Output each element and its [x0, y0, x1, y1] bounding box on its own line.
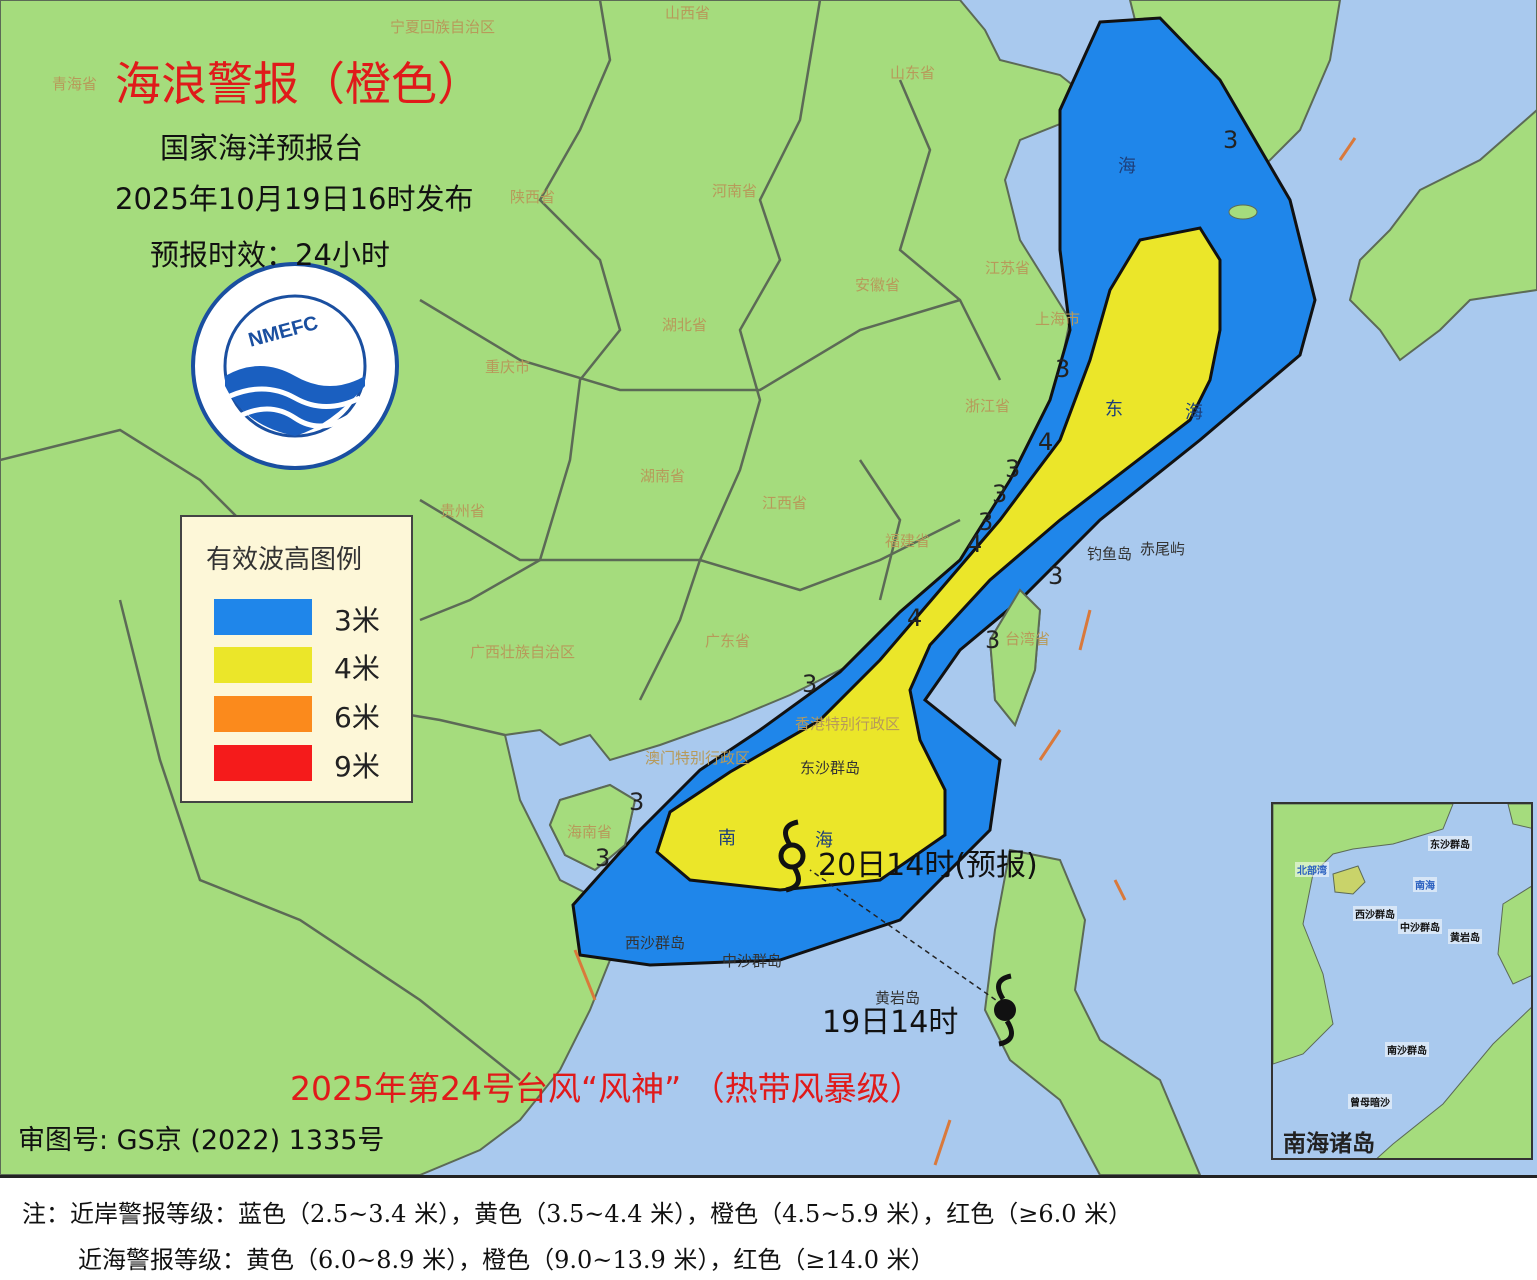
island-label: 东沙群岛 [800, 759, 861, 777]
wave-height-label: 3 [1005, 455, 1021, 483]
province-label: 湖北省 [662, 316, 708, 334]
province-label: 重庆市 [485, 358, 531, 376]
legend-item: 3米 [214, 599, 404, 639]
legend-label: 9米 [334, 750, 380, 783]
zone-4m-yellow [655, 226, 1222, 892]
wave-height-label: 4 [907, 604, 923, 632]
legend-item: 9米 [214, 745, 404, 785]
province-label: 广东省 [705, 632, 751, 650]
inset-label: 南海 [1413, 877, 1437, 892]
wave-height-label: 3 [629, 788, 645, 816]
island-label: 赤尾屿 [1140, 540, 1186, 558]
typhoon-icon-current [994, 973, 1016, 1047]
legend-swatch-red [214, 745, 312, 781]
island-label: 钓鱼岛 [1087, 545, 1133, 563]
land-hainan-overlay [548, 783, 637, 872]
wave-height-label: 3 [992, 480, 1008, 508]
land-jeju [1228, 204, 1258, 220]
inset-title: 南海诸岛 [1283, 1131, 1375, 1157]
province-label: 山东省 [890, 64, 936, 82]
inset-map [1273, 804, 1531, 1158]
island-label: 黄岩岛 [875, 989, 921, 1007]
sea-label: 海 [815, 830, 833, 851]
wave-height-label: 4 [1038, 428, 1054, 456]
province-label: 陕西省 [510, 188, 556, 206]
legend-swatch-blue [214, 599, 312, 635]
inset-label: 黄岩岛 [1448, 929, 1482, 944]
province-label: 海南省 [567, 823, 613, 841]
wave-height-label: 3 [595, 844, 611, 872]
island-label: 中沙群岛 [722, 952, 783, 970]
typhoon-forecast-label: 20日14时(预报) [818, 848, 1038, 883]
province-label: 台湾省 [1005, 630, 1051, 648]
warning-title: 海浪警报（橙色） [115, 57, 483, 111]
wave-height-legend: 有效波高图例 3米 4米 6米 9米 [180, 515, 413, 803]
province-label: 安徽省 [855, 276, 901, 294]
province-label: 湖南省 [640, 467, 686, 485]
province-label: 贵州省 [440, 502, 486, 520]
map-canvas: NMEFC [0, 0, 1537, 1175]
map-approval-number: 审图号: GS京 (2022) 1335号 [18, 1125, 385, 1156]
province-label: 福建省 [885, 532, 931, 550]
province-label: 青海省 [52, 75, 98, 93]
wave-height-label: 3 [978, 508, 994, 536]
legend-label: 3米 [334, 604, 380, 637]
wave-height-label: 3 [1048, 562, 1064, 590]
warning-level-notes: 注：近岸警报等级：蓝色（2.5~3.4 米），黄色（3.5~4.4 米），橙色（… [0, 1175, 1537, 1280]
legend-label: 6米 [334, 701, 380, 734]
forecast-validity: 预报时效：24小时 [150, 238, 390, 272]
inset-label: 南沙群岛 [1385, 1042, 1429, 1057]
land-taiwan-overlay [988, 588, 1042, 728]
notes-line-coastal: 注：近岸警报等级：蓝色（2.5~3.4 米），黄色（3.5~4.4 米），橙色（… [22, 1200, 1133, 1228]
legend-swatch-orange [214, 696, 312, 732]
typhoon-track [809, 869, 1004, 1006]
typhoon-current-label: 19日14时 [822, 1005, 959, 1040]
wave-height-label: 3 [802, 670, 818, 698]
province-label: 河南省 [712, 182, 758, 200]
wave-height-label: 3 [1055, 355, 1071, 383]
province-label: 香港特别行政区 [795, 715, 901, 733]
wave-height-label: 4 [967, 530, 983, 558]
inset-label: 中沙群岛 [1398, 919, 1442, 934]
legend-label: 4米 [334, 652, 380, 685]
sea-label: 海 [1185, 402, 1203, 423]
sea-label: 南 [718, 828, 736, 849]
sea-label: 海 [1118, 156, 1136, 177]
province-label: 江西省 [762, 494, 808, 512]
notes-line-offshore: 近海警报等级：黄色（6.0~8.9 米），橙色（9.0~13.9 米），红色（≥… [78, 1246, 935, 1274]
land-japan [1348, 0, 1537, 362]
province-label: 江苏省 [985, 259, 1031, 277]
legend-swatch-yellow [214, 647, 312, 683]
province-label: 上海市 [1035, 310, 1081, 328]
province-label: 澳门特别行政区 [645, 749, 751, 767]
province-label: 浙江省 [965, 397, 1011, 415]
land-philippines [983, 848, 1202, 1175]
south-china-sea-inset: 东沙群岛 北部湾 南海 西沙群岛 中沙群岛 黄岩岛 南沙群岛 曾母暗沙 南海诸岛 [1271, 802, 1533, 1160]
typhoon-icon-forecast [778, 819, 806, 893]
province-label: 山西省 [665, 4, 711, 22]
sea-label: 东 [1105, 399, 1123, 420]
issue-time: 2025年10月19日16时发布 [115, 182, 474, 216]
legend-title: 有效波高图例 [206, 545, 363, 575]
agency-name: 国家海洋预报台 [160, 131, 364, 165]
island-label: 西沙群岛 [625, 934, 686, 952]
legend-item: 6米 [214, 696, 404, 736]
legend-item: 4米 [214, 647, 404, 687]
inset-label: 西沙群岛 [1353, 906, 1397, 921]
province-label: 宁夏回族自治区 [390, 18, 496, 36]
nmefc-logo: NMEFC [191, 262, 399, 470]
inset-label: 东沙群岛 [1428, 836, 1472, 851]
typhoon-name: 2025年第24号台风“风神” （热带风暴级） [290, 1069, 923, 1108]
wave-height-label: 3 [1223, 126, 1239, 154]
province-label: 广西壮族自治区 [470, 643, 576, 661]
wave-height-label: 3 [985, 626, 1001, 654]
inset-label: 北部湾 [1295, 862, 1329, 877]
inset-label: 曾母暗沙 [1348, 1094, 1392, 1109]
maritime-boundary-dashes [573, 137, 1357, 1166]
